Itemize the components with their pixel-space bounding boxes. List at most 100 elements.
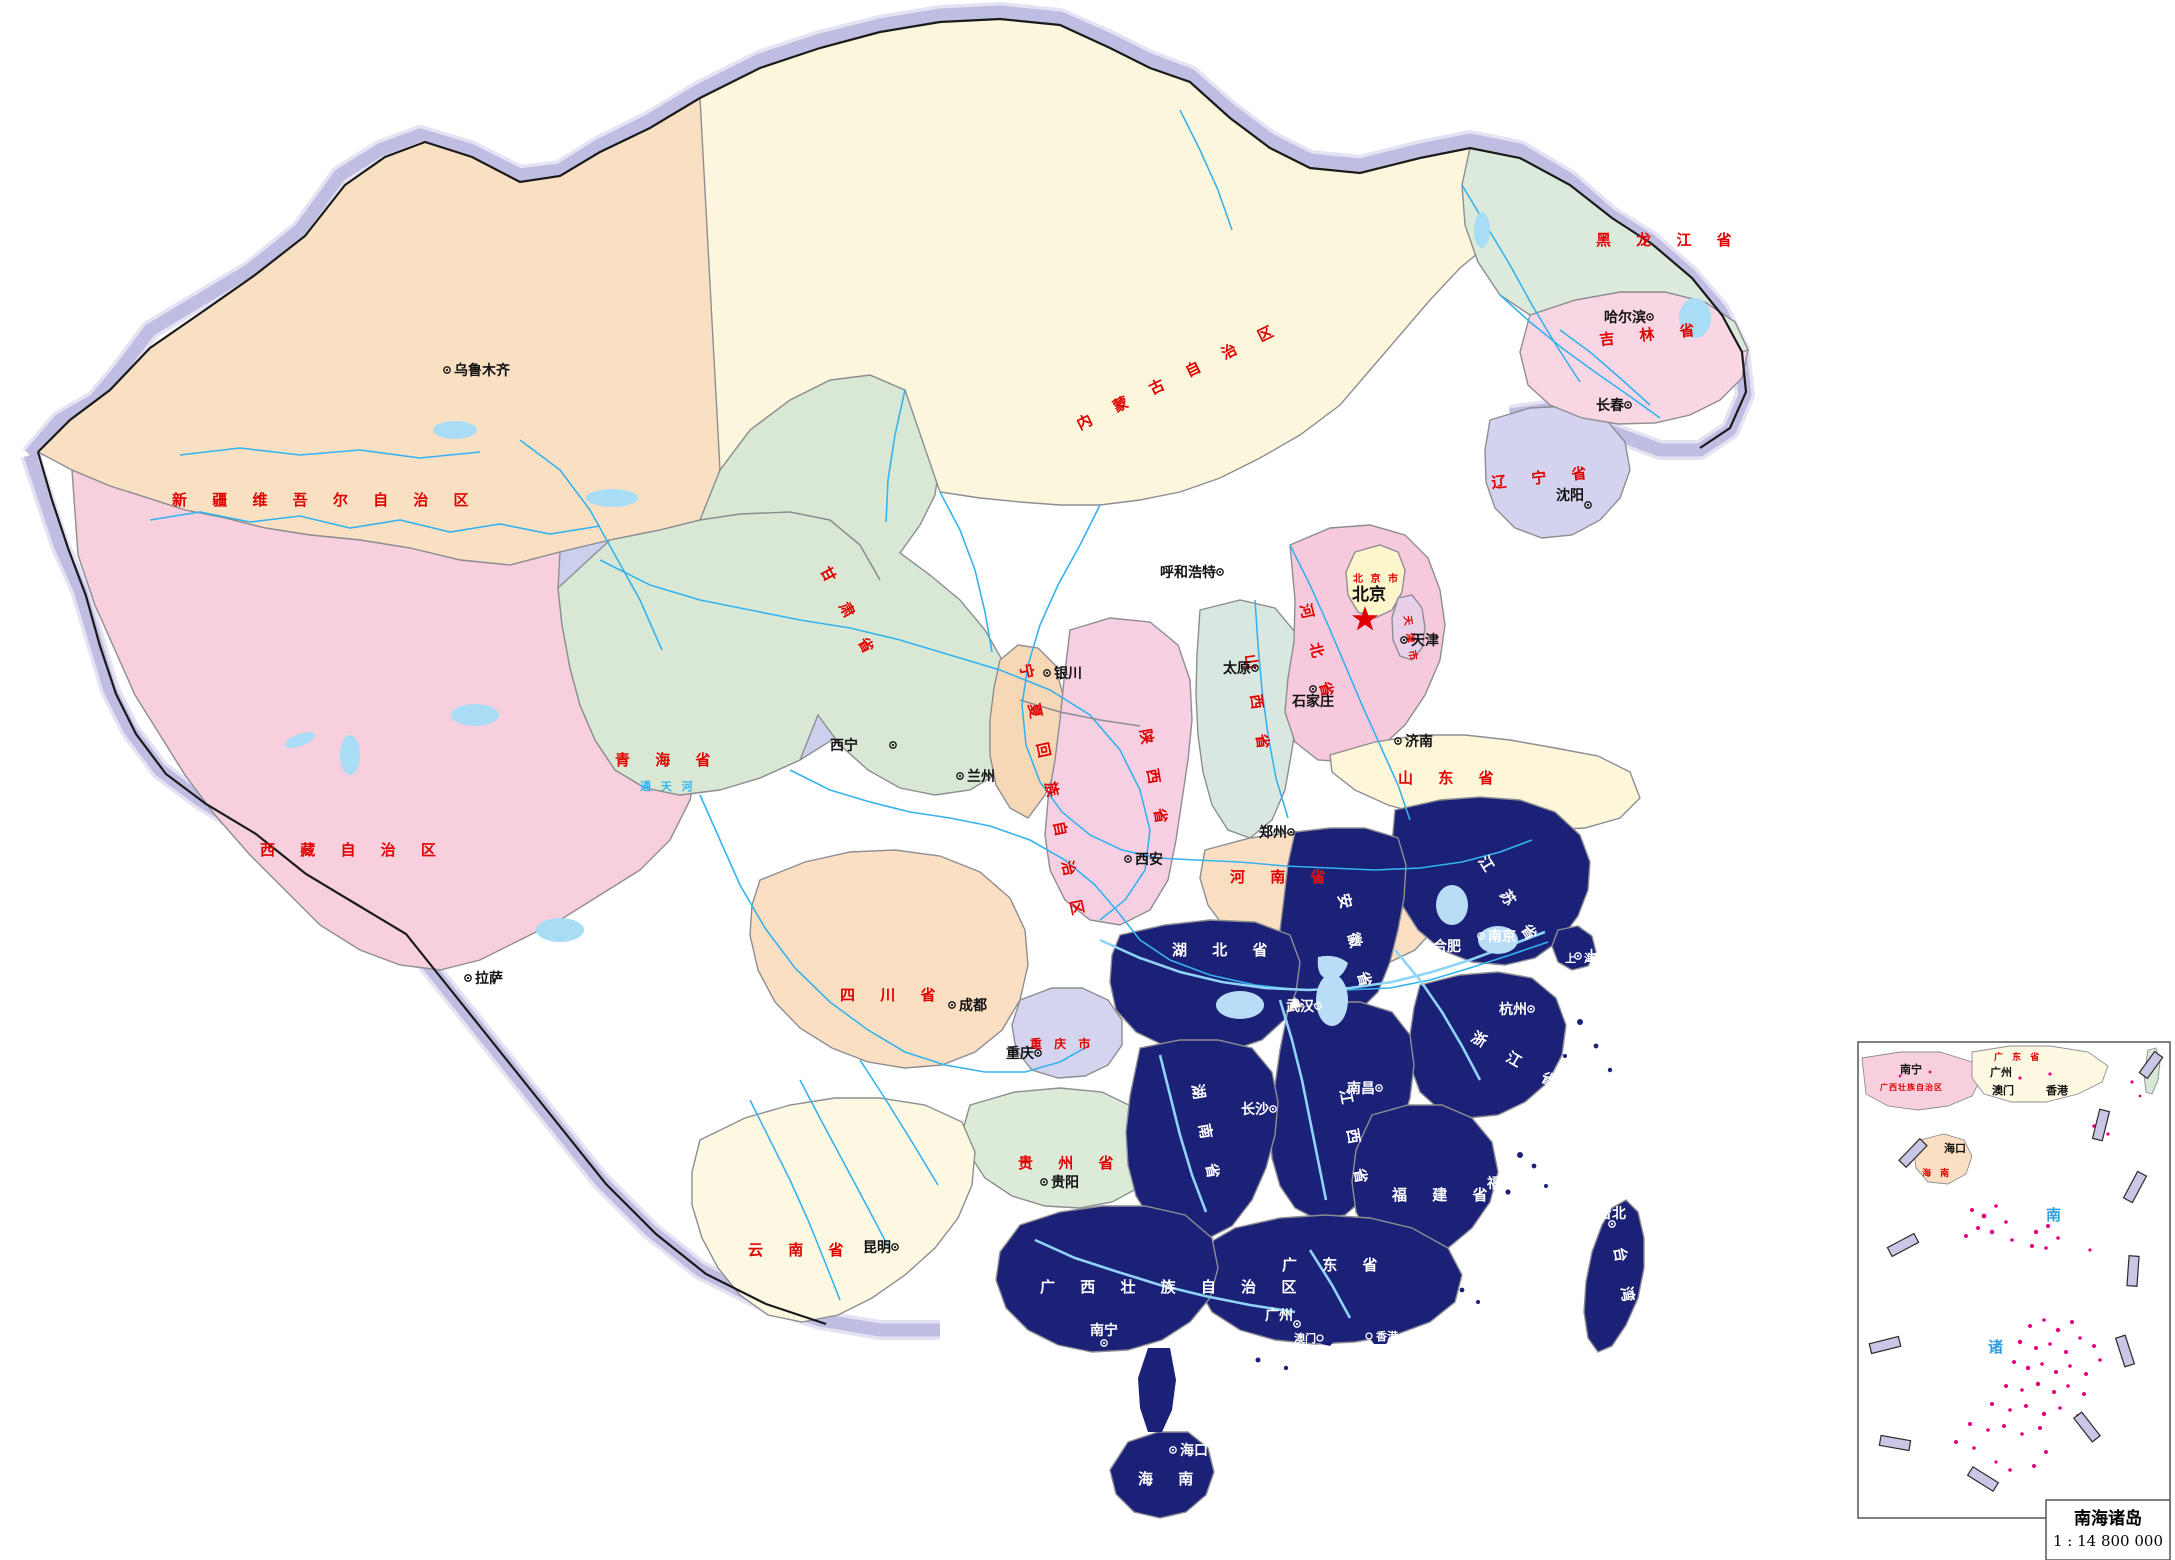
city-hangzhou[interactable]: 杭州 [1499, 1001, 1535, 1018]
city-kunming[interactable]: 昆明 [863, 1240, 899, 1256]
city-changchun[interactable]: 长春 [1596, 397, 1632, 414]
city-chongqing[interactable]: 重庆 [1006, 1045, 1042, 1062]
city-label-hohhot: 呼和浩特 [1160, 564, 1216, 581]
city-haikou[interactable]: 海口 [1169, 1442, 1208, 1459]
province-hainan[interactable] [1109, 1431, 1215, 1519]
city-yinchuan[interactable]: 银川 [1043, 665, 1082, 682]
city-label-kunming: 昆明 [863, 1240, 891, 1256]
inset-reefs [1898, 1070, 2142, 1472]
city-wuhan[interactable]: 武汉 [1286, 998, 1322, 1015]
city-macau[interactable]: 澳门 [1294, 1331, 1324, 1345]
city-beijing[interactable]: 北京 [1352, 584, 1386, 631]
lake-xingkai [1474, 212, 1490, 248]
city-nanchang[interactable]: 南昌 [1347, 1080, 1383, 1097]
city-shanghai[interactable]: 上海 [1574, 948, 1613, 965]
inset-label-guangzhou: 广州 [1990, 1065, 2012, 1079]
label-xizang: 西 藏 自 治 区 [260, 841, 446, 859]
city-guiyang[interactable]: 贵阳 [1040, 1174, 1079, 1191]
city-changsha[interactable]: 长沙 [1241, 1101, 1277, 1118]
city-chengdu[interactable]: 成都 [948, 997, 987, 1014]
city-label-xian: 西安 [1135, 851, 1163, 868]
city-xian[interactable]: 西安 [1124, 851, 1163, 868]
city-xining[interactable]: 西宁 [830, 737, 897, 754]
inset-label-hongkong: 香港 [2045, 1083, 2069, 1097]
city-hohhot[interactable]: 呼和浩特 [1160, 564, 1224, 581]
lake-tibet-3 [451, 704, 499, 726]
city-label-macau: 澳门 [1294, 1331, 1316, 1345]
city-label-beijing: 北京 [1352, 584, 1386, 605]
province-fujian[interactable] [1351, 1104, 1499, 1259]
province-shandong[interactable] [1329, 734, 1641, 831]
city-label-yinchuan: 银川 [1054, 665, 1082, 682]
city-lanzhou[interactable]: 兰州 [956, 768, 995, 785]
city-label-guangzhou: 广州 [1265, 1307, 1293, 1324]
city-fuzhou[interactable]: 福州 [1486, 1175, 1523, 1197]
inset-caption-title: 南海诸岛 [2074, 1508, 2142, 1529]
lake-taihu [1478, 926, 1518, 954]
inset-caption: 南海诸岛 1 : 14 800 000 [2045, 1499, 2171, 1560]
inset-label-hainan: 海 南 [1922, 1167, 1952, 1179]
city-hefei[interactable]: 合肥 [1422, 938, 1461, 955]
region-hongkong[interactable] [1368, 1326, 1392, 1344]
city-label-fuzhou: 福州 [1486, 1175, 1515, 1192]
city-shenyang[interactable]: 沈阳 [1556, 487, 1592, 509]
province-shapes-base [36, 18, 1749, 1323]
city-nanning[interactable]: 南宁 [1090, 1322, 1118, 1347]
label-sichuan: 四 川 省 [840, 986, 945, 1004]
province-hubei[interactable] [1109, 919, 1301, 1053]
south-china-sea-inset[interactable]: 南 诸 南宁 广西壮族自治区 广 东 省 广州 澳门 香港 海口 海 南 南海诸… [1857, 1041, 2171, 1560]
city-zhengzhou[interactable]: 郑州 [1259, 824, 1295, 841]
province-beijing[interactable] [1345, 544, 1406, 619]
province-sichuan[interactable] [749, 849, 1029, 1069]
rivers [149, 109, 1661, 1319]
city-jinan[interactable]: 济南 [1394, 733, 1433, 750]
city-guangzhou[interactable]: 广州 [1265, 1307, 1301, 1328]
highlighted-region-group[interactable] [995, 796, 1645, 1519]
nine-dash-line [1868, 1050, 2164, 1493]
city-taipei[interactable]: 台北 [1598, 1205, 1626, 1228]
province-shaanxi[interactable] [1044, 617, 1193, 926]
province-taiwan[interactable] [1583, 1199, 1645, 1353]
city-markers[interactable]: 北京 乌鲁木齐 拉萨 西宁 兰州 银川 呼和浩特 太原 [443, 309, 1654, 1459]
city-label-jinan: 济南 [1405, 733, 1433, 750]
city-label-tianjin: 天津 [1411, 632, 1439, 649]
city-nanjing[interactable]: 南京 [1477, 928, 1516, 945]
city-label-shenyang: 沈阳 [1556, 487, 1584, 504]
province-shanxi[interactable] [1195, 599, 1301, 839]
leizhou-peninsula [1138, 1348, 1176, 1432]
city-label-nanning: 南宁 [1090, 1322, 1118, 1339]
city-label-guiyang: 贵阳 [1051, 1174, 1079, 1191]
province-tianjin[interactable] [1391, 594, 1426, 661]
province-yunnan[interactable] [691, 1097, 976, 1323]
city-harbin[interactable]: 哈尔滨 [1604, 309, 1654, 326]
city-taiyuan[interactable]: 太原 [1223, 660, 1259, 677]
label-yunnan: 云 南 省 [748, 1241, 853, 1259]
inset-hainan [1913, 1133, 1973, 1185]
inset-label-nanhai: 南 [2046, 1206, 2065, 1224]
province-guangxi[interactable] [995, 1205, 1219, 1353]
label-tongtianhe: 通 天 河 [640, 779, 696, 793]
province-hunan[interactable] [1125, 1039, 1279, 1241]
label-chongqing: 重 庆 市 [1030, 1036, 1094, 1051]
city-shijiazhuang[interactable]: 石家庄 [1291, 685, 1334, 710]
city-lhasa[interactable]: 拉萨 [464, 970, 503, 987]
city-urumqi[interactable]: 乌鲁木齐 [443, 362, 511, 379]
city-tianjin[interactable]: 天津 [1400, 632, 1439, 649]
city-hongkong[interactable]: 香港 [1365, 1329, 1399, 1343]
province-chongqing[interactable] [1011, 987, 1123, 1079]
lake-dongting [1216, 991, 1264, 1019]
region-macau[interactable] [1318, 1330, 1336, 1346]
province-hebei[interactable] [1284, 524, 1446, 763]
lake-tibet-2 [340, 735, 360, 775]
city-label-harbin: 哈尔滨 [1604, 309, 1646, 326]
label-qinghai: 青 海 省 [615, 751, 720, 769]
province-guizhou[interactable] [963, 1087, 1153, 1209]
city-label-taipei: 台北 [1598, 1205, 1626, 1222]
province-xizang[interactable] [71, 468, 701, 971]
lake-hala [586, 489, 638, 507]
province-shanghai[interactable] [1551, 925, 1597, 971]
city-label-changsha: 长沙 [1241, 1101, 1269, 1118]
province-anhui[interactable] [1279, 827, 1407, 1019]
label-shandong: 山 东 省 [1398, 769, 1503, 787]
